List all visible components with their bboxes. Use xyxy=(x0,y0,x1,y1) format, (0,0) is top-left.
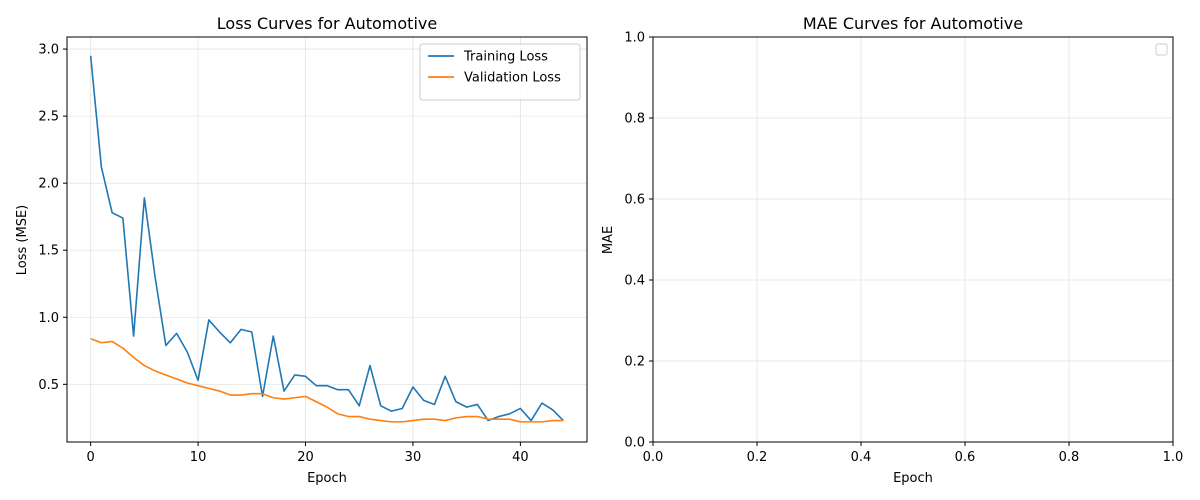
loss-x-tick-label: 10 xyxy=(190,450,207,465)
mae-legend-box xyxy=(1155,43,1168,56)
loss-training-loss-line xyxy=(89,55,564,422)
mae-axes: 0.0 0.2 0.4 0.6 0.8 1.0 0.0 0.2 0.4 0.6 0.8 1.0 xyxy=(624,31,1183,466)
loss-chart-title: Loss Curves for Automotive xyxy=(217,14,437,33)
loss-x-tick-label: 30 xyxy=(405,450,422,465)
mae-y-tick-label: 0.4 xyxy=(624,274,645,289)
mae-x-axis-label: Epoch xyxy=(893,471,933,486)
loss-y-tick-label: 3.0 xyxy=(38,43,59,58)
loss-legend-validation-loss-label: Validation Loss xyxy=(464,71,561,86)
loss-y-tick-label: 0.5 xyxy=(38,378,59,393)
loss-y-axis-label: Loss (MSE) xyxy=(15,205,30,275)
loss-legend-training-loss-label: Training Loss xyxy=(463,50,548,65)
loss-x-tick-label: 0 xyxy=(86,450,94,465)
loss-legend-box xyxy=(419,43,581,101)
mae-plot-background xyxy=(653,37,1173,442)
mae-plot-frame xyxy=(652,36,1174,443)
loss-x-tick-label: 40 xyxy=(512,450,529,465)
loss-plot-background xyxy=(67,37,587,442)
mae-x-tick-label: 0.8 xyxy=(1059,450,1080,465)
loss-y-tick-label: 2.5 xyxy=(38,110,59,125)
mae-chart: 0.0 0.2 0.4 0.6 0.8 1.0 0.0 0.2 0.4 0.6 0.8 1.0 MAE… xyxy=(601,14,1183,486)
loss-y-tick-label: 1.0 xyxy=(38,311,59,326)
loss-legend: Training Loss Validation Loss xyxy=(419,43,581,101)
mae-legend xyxy=(1155,43,1168,56)
mae-x-tick-label: 0.6 xyxy=(955,450,976,465)
loss-plot-frame xyxy=(66,36,588,443)
loss-x-tick-label: 20 xyxy=(297,450,314,465)
mae-y-tick-label: 0.6 xyxy=(624,193,645,208)
loss-axes: 0 10 20 30 40 0.5 1.0 1.5 2.0 2.5 3.0 xyxy=(38,43,528,465)
loss-y-tick-label: 2.0 xyxy=(38,177,59,192)
mae-y-axis-label: MAE xyxy=(601,226,616,254)
loss-chart: 0 10 20 30 40 0.5 1.0 1.5 2.0 2.5 3.0 Loss Curves … xyxy=(15,14,588,486)
loss-validation-loss-line xyxy=(90,337,564,423)
mae-y-tick-label: 0.8 xyxy=(624,112,645,127)
mae-x-tick-label: 0.0 xyxy=(643,450,664,465)
mae-y-tick-label: 0.0 xyxy=(624,436,645,451)
mae-x-tick-label: 1.0 xyxy=(1163,450,1184,465)
loss-y-tick-label: 1.5 xyxy=(38,244,59,259)
loss-series xyxy=(89,55,564,423)
mae-y-tick-label: 1.0 xyxy=(624,31,645,46)
mae-chart-title: MAE Curves for Automotive xyxy=(803,14,1023,33)
mae-x-tick-label: 0.2 xyxy=(747,450,768,465)
mae-y-tick-label: 0.2 xyxy=(624,355,645,370)
loss-x-axis-label: Epoch xyxy=(307,471,347,486)
mae-x-tick-label: 0.4 xyxy=(851,450,872,465)
